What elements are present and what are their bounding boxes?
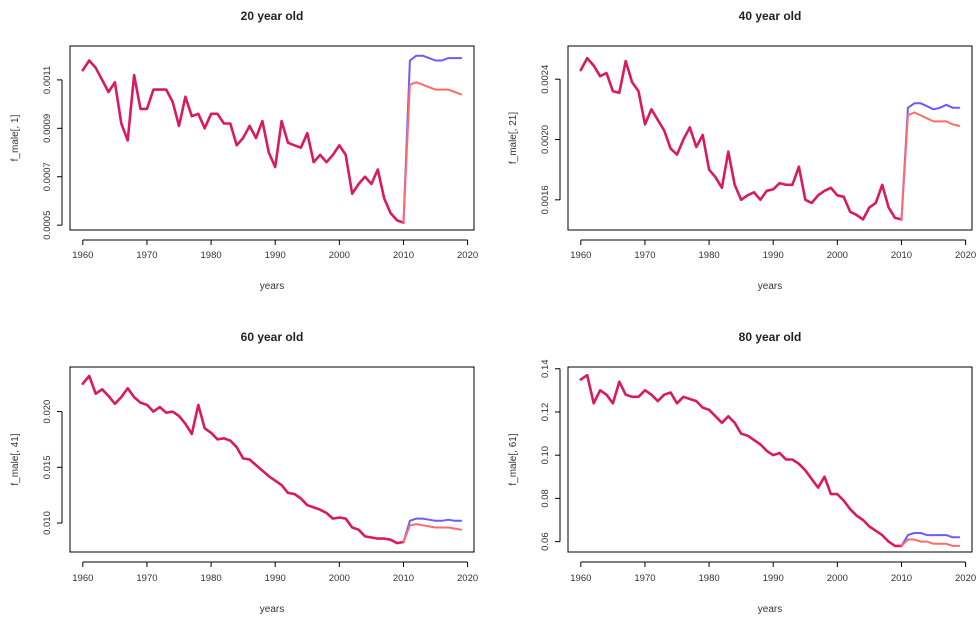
x-tick-label: 2000 bbox=[827, 250, 848, 261]
series-line-forecast-blue bbox=[900, 532, 961, 547]
y-tick-label: 0.0007 bbox=[42, 162, 53, 191]
series-line-history bbox=[579, 373, 903, 548]
series-line-history bbox=[81, 374, 405, 545]
y-tick-label: 0.10 bbox=[540, 446, 551, 465]
x-axis-label: years bbox=[260, 604, 284, 615]
x-tick-label: 2010 bbox=[891, 573, 912, 584]
chart-title: 20 year old bbox=[241, 9, 304, 23]
chart-title: 80 year old bbox=[739, 330, 802, 344]
x-tick-label: 2020 bbox=[955, 250, 976, 261]
x-tick-label: 1980 bbox=[699, 573, 720, 584]
x-tick-label: 1960 bbox=[570, 250, 591, 261]
y-tick-label: 0.0024 bbox=[540, 65, 551, 94]
x-tick-label: 2020 bbox=[457, 250, 478, 261]
y-axis-label: f_male[, 21] bbox=[508, 112, 519, 164]
plot-frame bbox=[567, 366, 973, 553]
x-tick-label: 1970 bbox=[136, 573, 157, 584]
x-tick-label: 2010 bbox=[393, 250, 414, 261]
series-line-forecast-red bbox=[402, 523, 463, 543]
series-line-forecast-blue bbox=[402, 54, 463, 224]
x-tick-label: 2000 bbox=[329, 250, 350, 261]
plot-frame bbox=[69, 366, 475, 553]
x-tick-label: 1990 bbox=[265, 573, 286, 584]
x-tick-label: 1990 bbox=[763, 250, 784, 261]
x-tick-label: 1980 bbox=[201, 250, 222, 261]
y-axis-label: f_male[, 41] bbox=[10, 433, 21, 485]
x-tick-label: 2000 bbox=[827, 573, 848, 584]
y-tick-label: 0.0005 bbox=[42, 211, 53, 240]
chart-title: 40 year old bbox=[739, 9, 802, 23]
x-tick-label: 2010 bbox=[393, 573, 414, 584]
x-axis-label: years bbox=[260, 281, 284, 292]
y-tick-label: 0.0011 bbox=[42, 66, 53, 94]
x-axis-label: years bbox=[758, 604, 782, 615]
series-line-forecast-red bbox=[900, 111, 961, 221]
x-tick-label: 1990 bbox=[763, 573, 784, 584]
y-tick-label: 0.12 bbox=[540, 403, 551, 422]
series-line-forecast-blue bbox=[402, 517, 463, 543]
x-tick-label: 1990 bbox=[265, 250, 286, 261]
x-tick-label: 2020 bbox=[955, 573, 976, 584]
panel-2: 40 year old 1960 1970 1980 1990 2000 2010 2020 0… bbox=[508, 9, 976, 292]
series-line-history bbox=[81, 59, 405, 224]
series-line-forecast-red bbox=[402, 81, 463, 224]
series-line-forecast-blue bbox=[900, 102, 961, 221]
panel-4: 80 year old 1960 1970 1980 1990 2000 2010 2020 0… bbox=[508, 330, 976, 615]
plot-frame bbox=[567, 45, 973, 231]
y-tick-label: 0.06 bbox=[540, 532, 551, 551]
y-tick-label: 0.015 bbox=[42, 455, 53, 479]
x-tick-label: 2010 bbox=[891, 250, 912, 261]
x-tick-label: 1980 bbox=[699, 250, 720, 261]
x-tick-label: 1970 bbox=[136, 250, 157, 261]
x-tick-label: 1960 bbox=[72, 250, 93, 261]
x-tick-label: 1960 bbox=[72, 573, 93, 584]
plot-frame bbox=[69, 45, 475, 231]
chart-title: 60 year old bbox=[241, 330, 304, 344]
x-tick-label: 1970 bbox=[634, 250, 655, 261]
panel-3: 60 year old 1960 1970 1980 1990 2000 2010 2020 0… bbox=[10, 330, 478, 615]
y-tick-label: 0.0016 bbox=[540, 185, 551, 214]
x-tick-label: 2000 bbox=[329, 573, 350, 584]
y-tick-label: 0.020 bbox=[42, 400, 53, 424]
y-axis-label: f_male[, 61] bbox=[508, 433, 519, 485]
y-tick-label: 0.14 bbox=[540, 359, 551, 378]
y-axis-label: f_male[, 1] bbox=[10, 114, 21, 161]
x-tick-label: 1980 bbox=[201, 573, 222, 584]
series-line-history bbox=[579, 56, 903, 221]
x-axis-label: years bbox=[758, 281, 782, 292]
series-line-forecast-red bbox=[900, 538, 961, 547]
x-tick-label: 1970 bbox=[634, 573, 655, 584]
y-tick-label: 0.08 bbox=[540, 489, 551, 508]
y-tick-label: 0.0009 bbox=[42, 114, 53, 143]
x-tick-label: 2020 bbox=[457, 573, 478, 584]
y-tick-label: 0.0020 bbox=[540, 125, 551, 154]
y-tick-label: 0.010 bbox=[42, 511, 53, 535]
x-tick-label: 1960 bbox=[570, 573, 591, 584]
panel-1: 20 year old 1960 1970 1980 1990 2000 2010 2020 0… bbox=[10, 9, 478, 292]
